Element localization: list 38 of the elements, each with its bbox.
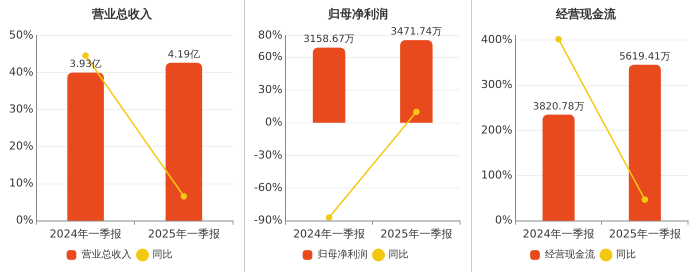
- y-tick-label: 400%: [480, 32, 512, 46]
- y-tick-label: 0%: [494, 214, 512, 227]
- y-tick-label: 200%: [480, 123, 512, 136]
- chart-title: 经营现金流: [556, 6, 616, 23]
- y-tick-label: -90%: [253, 214, 282, 227]
- legend-label: 同比: [388, 248, 408, 261]
- y-tick-label: 30%: [257, 82, 282, 96]
- data-label: 3471.74万: [390, 26, 442, 38]
- y-tick-label: -30%: [253, 148, 282, 162]
- chart-title: 归母净利润: [328, 6, 388, 23]
- legend-label: 营业总收入: [81, 248, 131, 261]
- y-tick-label: 0%: [15, 214, 33, 227]
- y-tick-label: 60%: [257, 50, 282, 64]
- y-tick-label: -60%: [253, 180, 282, 194]
- x-tick-label: 2024年一季报: [49, 227, 122, 240]
- y-tick-label: 80%: [257, 28, 282, 42]
- data-label: 3820.78万: [532, 101, 584, 112]
- legend-label: 归母净利润: [317, 248, 367, 261]
- legend-label: 同比: [616, 248, 636, 261]
- legend-label: 同比: [152, 248, 172, 261]
- y-tick-label: 50%: [8, 28, 33, 42]
- legend-label: 经营现金流: [545, 248, 595, 261]
- y-tick-label: 20%: [8, 140, 33, 153]
- x-tick-label: 2025年一季报: [380, 227, 452, 240]
- y-tick-label: 40%: [8, 66, 33, 78]
- data-label: 5619.41万: [619, 51, 671, 62]
- y-tick-label: 30%: [8, 102, 33, 116]
- y-tick-label: 0%: [264, 116, 282, 129]
- x-tick-label: 2025年一季报: [147, 227, 220, 240]
- x-tick-label: 2024年一季报: [522, 227, 595, 240]
- y-tick-label: 300%: [480, 78, 512, 92]
- data-label: 4.19亿: [167, 49, 200, 60]
- y-tick-label: 10%: [8, 176, 33, 190]
- data-label: 3158.67万: [302, 34, 354, 46]
- chart-title: 营业总收入: [92, 6, 152, 23]
- x-tick-label: 2024年一季报: [292, 227, 365, 240]
- x-tick-label: 2025年一季报: [608, 227, 681, 240]
- y-tick-label: 100%: [480, 168, 512, 182]
